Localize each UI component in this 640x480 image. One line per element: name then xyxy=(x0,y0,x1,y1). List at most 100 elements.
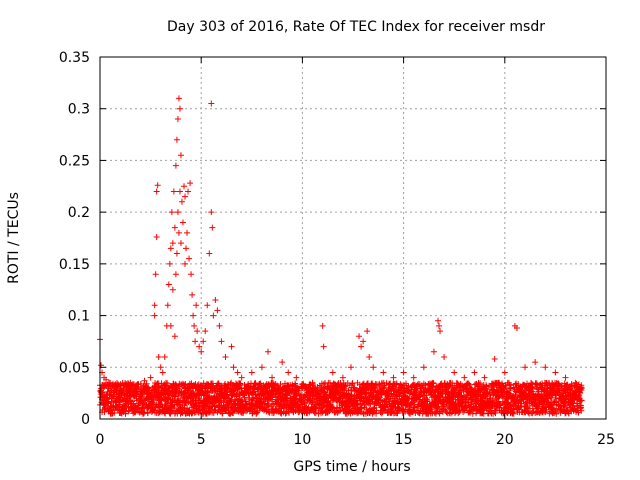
data-point xyxy=(380,369,387,376)
data-point xyxy=(285,369,292,376)
data-point xyxy=(171,333,178,340)
data-point xyxy=(360,338,367,345)
data-point xyxy=(151,302,158,309)
y-tick-label: 0.05 xyxy=(59,360,90,376)
data-point xyxy=(170,188,177,195)
data-points xyxy=(97,95,585,417)
data-point xyxy=(169,286,176,293)
data-point xyxy=(311,409,318,416)
axis-ticks: 0 5 10 15 20 25 0 0.05 0.1 0.15 0.2 0.25 0.3 0.35 xyxy=(59,50,615,448)
data-point xyxy=(471,369,478,376)
data-point xyxy=(161,353,168,360)
data-point xyxy=(173,250,180,257)
data-point xyxy=(578,384,585,391)
data-point xyxy=(151,312,158,319)
data-point xyxy=(525,409,532,416)
data-point xyxy=(491,408,498,415)
data-point xyxy=(437,328,444,335)
x-tick-label: 25 xyxy=(597,432,615,448)
data-point xyxy=(356,401,363,408)
data-point xyxy=(192,338,199,345)
data-point xyxy=(269,396,276,403)
data-point xyxy=(177,152,184,159)
x-tick-label: 20 xyxy=(496,432,514,448)
data-point xyxy=(435,317,442,324)
data-point xyxy=(153,188,160,195)
data-point xyxy=(218,338,225,345)
data-point xyxy=(180,183,187,190)
data-point xyxy=(461,374,468,381)
y-axis-label: ROTI / TECUs xyxy=(6,192,22,284)
data-point xyxy=(107,379,114,386)
data-point xyxy=(172,162,179,169)
data-point xyxy=(400,369,407,376)
data-point xyxy=(116,397,123,404)
data-point xyxy=(501,369,508,376)
data-point xyxy=(347,364,354,371)
data-point xyxy=(175,95,182,102)
data-point xyxy=(228,343,235,350)
data-point xyxy=(167,322,174,329)
data-point xyxy=(578,397,585,404)
data-point xyxy=(465,380,472,387)
data-point xyxy=(269,374,276,381)
data-point xyxy=(189,291,196,298)
data-point xyxy=(173,382,180,389)
data-point xyxy=(393,380,400,387)
data-point xyxy=(366,353,373,360)
data-point xyxy=(174,209,181,216)
data-point xyxy=(106,392,113,399)
data-point xyxy=(209,224,216,231)
data-point xyxy=(181,381,188,388)
y-tick-label: 0.35 xyxy=(59,50,90,66)
data-point xyxy=(208,209,215,216)
data-point xyxy=(264,348,271,355)
data-point xyxy=(315,387,322,394)
data-point xyxy=(147,374,154,381)
data-point xyxy=(451,369,458,376)
data-point xyxy=(217,397,224,404)
data-point xyxy=(230,364,237,371)
data-point xyxy=(176,188,183,195)
data-point xyxy=(286,409,293,416)
data-point xyxy=(293,374,300,381)
data-point xyxy=(503,384,510,391)
data-point xyxy=(443,409,450,416)
data-point xyxy=(373,407,380,414)
data-point xyxy=(411,404,418,411)
data-point xyxy=(141,377,148,384)
data-point xyxy=(420,364,427,371)
data-point xyxy=(187,180,194,187)
data-point xyxy=(339,374,346,381)
data-point xyxy=(545,396,552,403)
data-point xyxy=(430,348,437,355)
data-point xyxy=(441,353,448,360)
data-point xyxy=(196,343,203,350)
data-point xyxy=(182,193,189,200)
data-point xyxy=(210,312,217,319)
data-point xyxy=(562,374,569,381)
y-tick-label: 0.15 xyxy=(59,257,90,273)
data-point xyxy=(212,297,219,304)
y-tick-label: 0 xyxy=(81,412,90,428)
data-point xyxy=(157,364,164,371)
data-point xyxy=(171,405,178,412)
data-point xyxy=(237,380,244,387)
data-point xyxy=(301,400,308,407)
data-point xyxy=(529,381,536,388)
data-point xyxy=(166,260,173,267)
data-point xyxy=(572,379,579,386)
data-point xyxy=(204,302,211,309)
data-point xyxy=(188,271,195,278)
data-point xyxy=(513,324,520,331)
data-point xyxy=(202,328,209,335)
data-point xyxy=(497,402,504,409)
data-point xyxy=(309,379,316,386)
data-point xyxy=(436,322,443,329)
data-point xyxy=(178,198,185,205)
data-point xyxy=(234,369,241,376)
data-point xyxy=(214,307,221,314)
data-point xyxy=(299,384,306,391)
data-point xyxy=(491,356,498,363)
